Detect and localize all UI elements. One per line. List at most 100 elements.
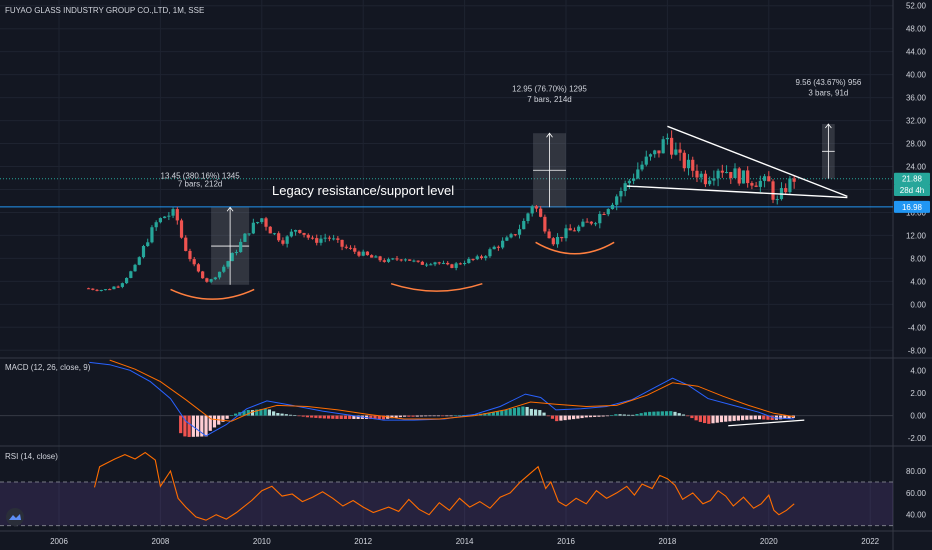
wedge-lower-line[interactable] bbox=[626, 185, 848, 199]
candle-body bbox=[437, 262, 441, 264]
macd-histogram-bar bbox=[673, 411, 677, 416]
candle-body bbox=[627, 180, 631, 184]
macd-histogram-bar bbox=[711, 415, 715, 424]
measure-1-sublabel: 7 bars, 212d bbox=[178, 180, 222, 189]
candle-body bbox=[703, 173, 708, 185]
candle-body bbox=[496, 246, 500, 248]
macd-histogram-bar bbox=[436, 415, 441, 417]
candle-body bbox=[534, 206, 539, 209]
macd-histogram-bar bbox=[491, 412, 495, 416]
macd-histogram-bar bbox=[212, 415, 217, 428]
candle-body bbox=[644, 156, 648, 165]
time-tick-label: 2020 bbox=[760, 537, 778, 546]
candle-body bbox=[348, 247, 353, 249]
macd-tick-label: -2.00 bbox=[908, 434, 927, 443]
price-label-box bbox=[894, 172, 930, 185]
price-tick-label: 44.00 bbox=[906, 48, 927, 57]
macd-histogram-bar bbox=[588, 415, 593, 418]
candle-body bbox=[572, 230, 577, 232]
macd-histogram-bar bbox=[187, 415, 191, 437]
candle-body bbox=[530, 206, 534, 214]
price-tick-label: -8.00 bbox=[908, 346, 927, 355]
macd-histogram-bar bbox=[305, 415, 310, 418]
macd-histogram-bar bbox=[643, 412, 648, 416]
macd-histogram-bar bbox=[293, 415, 297, 416]
candle-body bbox=[158, 218, 162, 223]
macd-axis[interactable]: 4.00 2.00 0.00 -2.00 bbox=[908, 366, 927, 443]
candle-body bbox=[636, 169, 640, 179]
candle-body bbox=[99, 289, 103, 291]
macd-tick-label: 4.00 bbox=[910, 366, 926, 375]
candle-body bbox=[446, 262, 450, 265]
macd-histogram-bar bbox=[204, 415, 208, 437]
rsi-axis[interactable]: 80.00 60.00 40.00 bbox=[906, 467, 927, 520]
candle-body bbox=[179, 220, 184, 238]
macd-histogram-bar bbox=[390, 415, 394, 419]
candle-body bbox=[277, 233, 281, 241]
macd-histogram-bar bbox=[580, 415, 584, 419]
macd-histogram-bar bbox=[614, 414, 618, 416]
macd-histogram-bar bbox=[487, 412, 491, 416]
candle-body bbox=[784, 188, 788, 193]
candle-body bbox=[234, 252, 239, 254]
macd-histogram-bar bbox=[415, 415, 419, 417]
candle-body bbox=[217, 271, 222, 278]
macd-histogram-bar bbox=[504, 409, 508, 416]
candle-body bbox=[416, 260, 420, 262]
candle-body bbox=[163, 216, 167, 219]
macd-histogram-bar bbox=[728, 415, 732, 422]
measure-arrowhead bbox=[825, 123, 832, 129]
candle-body bbox=[509, 234, 513, 238]
wedge-upper-line[interactable] bbox=[667, 125, 848, 198]
macd-histogram-bar bbox=[453, 415, 457, 417]
rsi-tick-label: 80.00 bbox=[906, 467, 927, 476]
macd-wedge-line[interactable] bbox=[728, 419, 805, 427]
candle-body bbox=[285, 236, 289, 244]
candle-body bbox=[403, 259, 408, 261]
macd-histogram-bar bbox=[284, 414, 288, 416]
candle-body bbox=[551, 238, 555, 245]
macd-histogram-bar bbox=[719, 415, 724, 423]
chart-title: FUYAO GLASS INDUSTRY GROUP CO.,LTD, 1M, … bbox=[5, 6, 204, 15]
macd-histogram-bar bbox=[648, 411, 652, 416]
candle-body bbox=[386, 259, 391, 262]
candle-body bbox=[357, 251, 361, 256]
price-tick-label: 48.00 bbox=[906, 25, 927, 34]
macd-tick-label: 0.00 bbox=[910, 412, 926, 421]
candle-body bbox=[260, 218, 264, 223]
macd-histogram-bar bbox=[605, 415, 610, 417]
measure-arrows bbox=[211, 123, 835, 285]
macd-histogram-bar bbox=[343, 415, 348, 419]
rounding-arc bbox=[390, 282, 483, 292]
candle-body bbox=[112, 286, 116, 290]
macd-histogram-bar bbox=[707, 415, 711, 424]
macd-histogram-bar bbox=[183, 415, 187, 437]
macd-histogram-bar bbox=[762, 415, 766, 420]
macd-title: MACD (12, 26, close, 9) bbox=[5, 363, 91, 372]
measure-2-sublabel: 7 bars, 214d bbox=[527, 95, 571, 104]
macd-histogram-bar bbox=[732, 415, 736, 421]
candle-body bbox=[370, 255, 374, 258]
candle-body bbox=[505, 237, 509, 241]
macd-histogram-bar bbox=[622, 414, 626, 416]
candle-body bbox=[792, 178, 796, 182]
candle-body bbox=[729, 172, 733, 179]
candle-body bbox=[141, 246, 146, 258]
candle-body bbox=[762, 176, 767, 181]
time-axis[interactable]: 2006 2008 2010 2012 2014 2016 2018 2020 2022 bbox=[50, 537, 880, 546]
macd-histogram-bar bbox=[664, 411, 669, 416]
candle-body bbox=[632, 178, 636, 181]
candle-body bbox=[230, 253, 234, 262]
time-tick-label: 2010 bbox=[253, 537, 271, 546]
time-tick-label: 2022 bbox=[861, 537, 879, 546]
candle-body bbox=[695, 170, 699, 178]
macd-histogram-bar bbox=[195, 415, 200, 437]
price-labels: 21.88 28d 4h 16.98 bbox=[894, 172, 930, 213]
macd-histogram-bar bbox=[508, 408, 512, 416]
measure-3-sublabel: 3 bars, 91d bbox=[808, 88, 848, 97]
macd-histogram-bar bbox=[348, 415, 352, 419]
tradingview-logo-icon[interactable] bbox=[6, 508, 24, 526]
candle-body bbox=[568, 228, 572, 231]
macd-histogram-bar bbox=[326, 415, 331, 419]
